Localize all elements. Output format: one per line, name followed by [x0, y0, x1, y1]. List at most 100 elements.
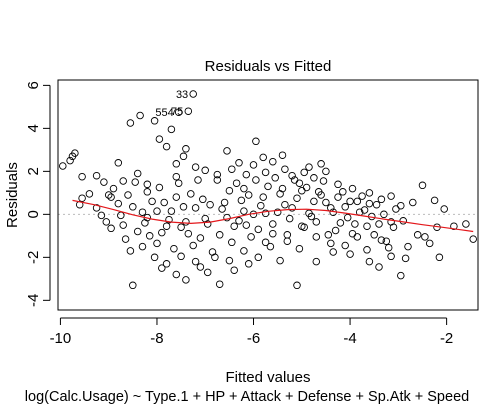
- data-point: [215, 231, 224, 239]
- y-axis: -4 -2 0 2 4 6: [25, 81, 51, 307]
- data-point: [104, 191, 113, 199]
- data-point: [334, 180, 342, 189]
- data-point: [155, 135, 164, 143]
- data-point: [223, 213, 231, 222]
- data-point: [148, 197, 156, 206]
- data-point: [310, 197, 318, 206]
- data-point: [300, 168, 308, 177]
- data-point: [247, 233, 255, 241]
- data-point: [310, 174, 318, 182]
- data-point: [382, 237, 391, 245]
- data-point: [252, 137, 260, 146]
- data-point: [114, 199, 123, 208]
- data-point: [264, 182, 272, 191]
- data-point: [269, 220, 277, 228]
- data-point: [223, 147, 231, 155]
- x-tick-label: -8: [150, 330, 163, 347]
- data-point: [170, 244, 178, 253]
- data-point: [184, 229, 193, 238]
- points-group: [59, 90, 477, 290]
- y-tick-label: -2: [25, 251, 42, 264]
- data-point: [100, 178, 108, 186]
- data-point: [261, 238, 270, 247]
- data-point: [194, 176, 202, 184]
- data-point: [360, 206, 369, 214]
- data-point: [365, 257, 374, 266]
- data-point: [66, 156, 74, 165]
- data-point: [191, 163, 200, 171]
- data-point: [242, 170, 251, 179]
- data-point: [160, 198, 168, 207]
- data-point: [182, 276, 190, 284]
- chart-title: Residuals vs Fitted: [205, 58, 332, 75]
- data-point: [341, 241, 349, 250]
- data-point: [240, 247, 248, 255]
- data-point: [295, 244, 304, 253]
- data-point: [215, 280, 224, 288]
- data-point: [341, 203, 349, 211]
- data-point: [273, 208, 282, 216]
- data-point: [196, 234, 205, 242]
- y-axis-label: Residuals: [4, 162, 21, 228]
- data-point: [165, 215, 173, 224]
- data-point: [363, 246, 371, 254]
- y-tick-label: -4: [25, 294, 42, 307]
- data-point: [242, 221, 251, 229]
- data-point: [298, 186, 306, 195]
- data-point: [138, 208, 147, 216]
- data-point: [244, 260, 253, 268]
- data-point: [155, 183, 164, 192]
- data-point: [266, 242, 275, 251]
- data-point: [102, 218, 111, 226]
- data-point: [191, 204, 200, 212]
- data-point: [343, 213, 352, 222]
- data-point: [305, 163, 313, 171]
- data-point: [244, 191, 253, 199]
- data-point: [285, 214, 294, 223]
- data-point: [404, 242, 412, 251]
- data-point: [174, 179, 183, 187]
- x-tick-label: -4: [343, 330, 356, 347]
- data-point: [153, 207, 161, 215]
- data-point: [85, 190, 94, 198]
- data-point: [346, 197, 354, 206]
- data-point: [179, 203, 188, 211]
- data-point: [312, 233, 321, 241]
- data-point: [145, 232, 154, 240]
- point-label: 75: [171, 106, 183, 118]
- data-point: [235, 217, 243, 225]
- data-point: [336, 219, 345, 227]
- data-point: [228, 165, 236, 173]
- data-point: [119, 177, 127, 185]
- x-tick-label: -6: [247, 330, 260, 347]
- data-point: [334, 193, 342, 201]
- data-point: [358, 192, 366, 200]
- data-point: [240, 207, 248, 215]
- data-point: [401, 254, 410, 263]
- data-point: [78, 172, 86, 181]
- data-point: [240, 184, 248, 193]
- data-point: [377, 195, 386, 204]
- data-point: [174, 108, 183, 116]
- data-point: [119, 221, 127, 229]
- data-point: [418, 181, 427, 190]
- data-point: [162, 222, 171, 230]
- model-formula-label: log(Calc.Usage) ~ Type.1 + HP + Attack +…: [25, 389, 469, 405]
- data-point: [131, 178, 139, 186]
- data-point: [290, 176, 299, 184]
- data-point: [189, 241, 197, 250]
- data-point: [387, 192, 395, 200]
- data-point: [435, 253, 444, 262]
- data-point: [187, 190, 195, 198]
- data-point: [109, 184, 118, 193]
- data-point: [425, 239, 434, 248]
- data-point: [317, 160, 325, 168]
- data-point: [327, 239, 335, 248]
- data-point: [278, 184, 287, 193]
- data-point: [97, 211, 106, 220]
- data-point: [92, 171, 101, 180]
- data-point: [288, 204, 296, 212]
- data-point: [235, 159, 243, 167]
- data-point: [206, 200, 214, 209]
